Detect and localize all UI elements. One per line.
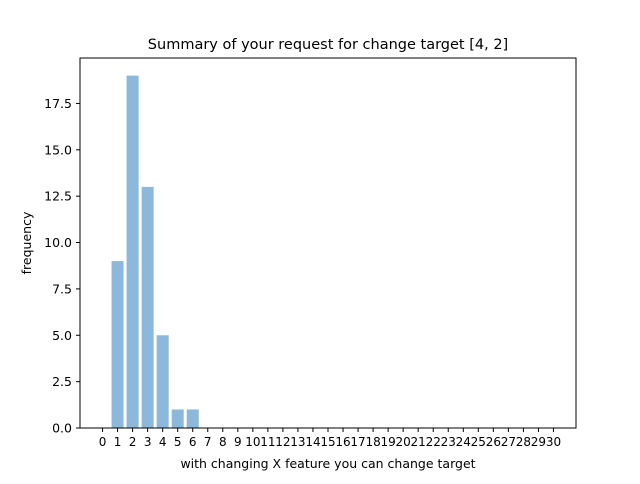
y-tick-label-4: 10.0 (44, 235, 72, 250)
x-tick-label-24: 24 (456, 435, 471, 449)
bar-6 (186, 409, 199, 428)
x-tick-label-13: 13 (290, 435, 305, 449)
x-tick-label-15: 15 (320, 435, 335, 449)
y-tick-label-0: 0.0 (52, 421, 72, 436)
bar-5 (171, 409, 184, 428)
x-tick-label-0: 0 (99, 435, 107, 449)
x-tick-label-9: 9 (234, 435, 242, 449)
x-tick-label-23: 23 (441, 435, 456, 449)
x-tick-label-22: 22 (426, 435, 441, 449)
y-tick-label-5: 12.5 (44, 189, 72, 204)
x-tick-label-29: 29 (531, 435, 546, 449)
x-tick-label-27: 27 (501, 435, 516, 449)
x-tick-label-18: 18 (365, 435, 380, 449)
x-tick-label-16: 16 (335, 435, 350, 449)
x-tick-label-28: 28 (516, 435, 531, 449)
x-tick-label-4: 4 (159, 435, 167, 449)
x-axis-ticks: 0 1 2 3 4 5 6 7 8 9 10 11 12 13 14 15 16 17 18 19 20 21 22 23 24… (99, 428, 561, 449)
x-axis-label: with changing X feature you can change t… (180, 456, 475, 471)
x-tick-label-5: 5 (174, 435, 182, 449)
x-tick-label-11: 11 (260, 435, 275, 449)
x-tick-label-7: 7 (204, 435, 212, 449)
bar-2 (126, 75, 139, 428)
x-tick-label-1: 1 (114, 435, 122, 449)
x-tick-label-17: 17 (350, 435, 365, 449)
y-axis-ticks: 0.0 2.5 5.0 7.5 10.0 12.5 15.0 17.5 (44, 96, 80, 436)
x-tick-label-8: 8 (219, 435, 227, 449)
x-tick-label-19: 19 (380, 435, 395, 449)
y-tick-label-3: 7.5 (52, 281, 72, 296)
y-tick-label-6: 15.0 (44, 142, 72, 157)
y-tick-label-2: 5.0 (52, 328, 72, 343)
x-tick-label-14: 14 (305, 435, 320, 449)
x-tick-label-21: 21 (411, 435, 426, 449)
y-tick-label-1: 2.5 (52, 374, 72, 389)
x-tick-label-20: 20 (396, 435, 411, 449)
bars-layer (111, 75, 199, 428)
x-tick-label-6: 6 (189, 435, 197, 449)
x-tick-label-3: 3 (144, 435, 152, 449)
x-tick-label-12: 12 (275, 435, 290, 449)
x-tick-label-2: 2 (129, 435, 137, 449)
chart-title: Summary of your request for change targe… (148, 37, 508, 53)
y-tick-label-7: 17.5 (44, 96, 72, 111)
bar-1 (111, 261, 124, 428)
x-tick-label-10: 10 (245, 435, 260, 449)
x-tick-label-26: 26 (486, 435, 501, 449)
bar-3 (141, 186, 154, 428)
x-tick-label-25: 25 (471, 435, 486, 449)
x-tick-label-30: 30 (546, 435, 561, 449)
bar-4 (156, 335, 169, 428)
y-axis-label: frequency (19, 211, 34, 274)
